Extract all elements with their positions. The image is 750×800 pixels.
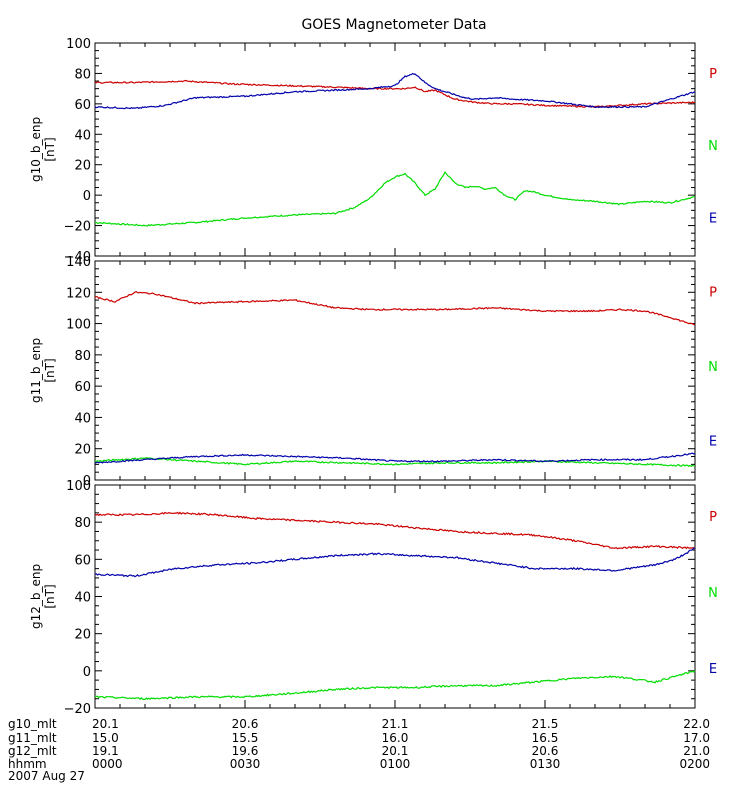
footer-value: 20.1 [382, 744, 409, 758]
series-N-line [94, 670, 696, 701]
footer-value: 15.0 [92, 731, 119, 745]
y-axis-label: g11_b_enp [29, 338, 43, 403]
y-tick-label: 0 [83, 665, 91, 680]
footer-value: 21.5 [532, 717, 559, 731]
panel-g11: 140 120 100 80 60 40 20 0 g11_b_enp [nT] P N E [29, 255, 718, 489]
footer-value: 0100 [380, 757, 411, 771]
legend-P: P [709, 510, 717, 525]
y-tick-label: 20 [74, 159, 91, 174]
series-P-line [94, 511, 696, 550]
y-tick-label: 120 [66, 286, 91, 301]
y-tick-label: 0 [83, 474, 91, 489]
y-tick-label: 60 [74, 553, 91, 568]
y-tick-label: 100 [66, 479, 91, 494]
footer-row-label: g11_mlt [8, 731, 57, 745]
footer-value: 0000 [92, 757, 123, 771]
footer-value: 20.6 [232, 717, 259, 731]
y-axis-unit: [nT] [43, 584, 57, 608]
legend-P: P [709, 67, 717, 82]
y-tick-label: 40 [74, 411, 91, 426]
y-axis-label: g12_b_enp [29, 564, 43, 629]
y-tick-label: 140 [66, 255, 91, 270]
y-tick-label: 100 [66, 37, 91, 52]
y-tick-label: 80 [74, 67, 91, 82]
legend-E: E [709, 212, 717, 227]
y-tick-label: 60 [74, 380, 91, 395]
footer-row-label: g10_mlt [8, 717, 57, 731]
series-N-line [94, 457, 696, 468]
plot-frame [94, 260, 696, 481]
y-tick-label: 80 [74, 516, 91, 531]
footer-value: 0200 [679, 757, 710, 771]
footer-value: 19.1 [92, 744, 119, 758]
y-tick-label: −40 [64, 250, 91, 265]
footer-row-label: g12_mlt [8, 744, 57, 758]
y-tick-label: −20 [64, 220, 91, 235]
chart-title: GOES Magnetometer Data [301, 17, 486, 33]
footer-date: 2007 Aug 27 [8, 769, 85, 783]
footer-value: 20.6 [532, 744, 559, 758]
y-tick-label: 80 [74, 349, 91, 364]
y-tick-label: 0 [83, 189, 91, 204]
plot-frame [94, 484, 696, 709]
series-E-line [94, 547, 695, 578]
series-E-line [94, 73, 696, 110]
footer-value: 19.6 [232, 744, 259, 758]
footer-value: 22.0 [683, 717, 710, 731]
y-axis-unit: [nT] [43, 137, 57, 161]
series-P-line [94, 79, 696, 108]
legend-N: N [708, 139, 718, 154]
legend-P: P [709, 286, 717, 301]
legend-N: N [708, 586, 718, 601]
y-tick-label: 20 [74, 628, 91, 643]
y-axis-unit: [nT] [43, 358, 57, 382]
footer-value: 17.0 [683, 731, 710, 745]
series-P-line [94, 291, 696, 326]
footer-value: 15.5 [232, 731, 259, 745]
y-tick-label: 40 [74, 128, 91, 143]
series-N-line [95, 171, 695, 227]
panel-g12: 100 80 60 40 20 0 −20 g12_b_enp [nT] P N E [29, 479, 718, 717]
footer-value: 16.0 [382, 731, 409, 745]
footer-value: 16.5 [532, 731, 559, 745]
footer-value: 0130 [530, 757, 561, 771]
time-axis-footer: g10_mlt g11_mlt g12_mlt hhmm 2007 Aug 27… [8, 717, 710, 783]
y-tick-label: 100 [66, 318, 91, 333]
footer-value: 20.1 [92, 717, 119, 731]
footer-value: 0030 [230, 757, 261, 771]
y-axis-label: g10_b_enp [29, 117, 43, 182]
y-tick-label: 20 [74, 443, 91, 458]
y-tick-label: 60 [74, 98, 91, 113]
footer-value: 21.1 [382, 717, 409, 731]
legend-N: N [708, 360, 718, 375]
legend-E: E [709, 435, 717, 450]
series-E-line [94, 452, 696, 464]
y-tick-label: −20 [64, 702, 91, 717]
panel-g10: 100 80 60 40 20 0 −20 −40 g10_b_enp [nT] P N E [29, 37, 718, 265]
footer-row-label: hhmm [8, 757, 47, 771]
legend-E: E [709, 662, 717, 677]
footer-value: 21.0 [683, 744, 710, 758]
y-tick-label: 40 [74, 591, 91, 606]
